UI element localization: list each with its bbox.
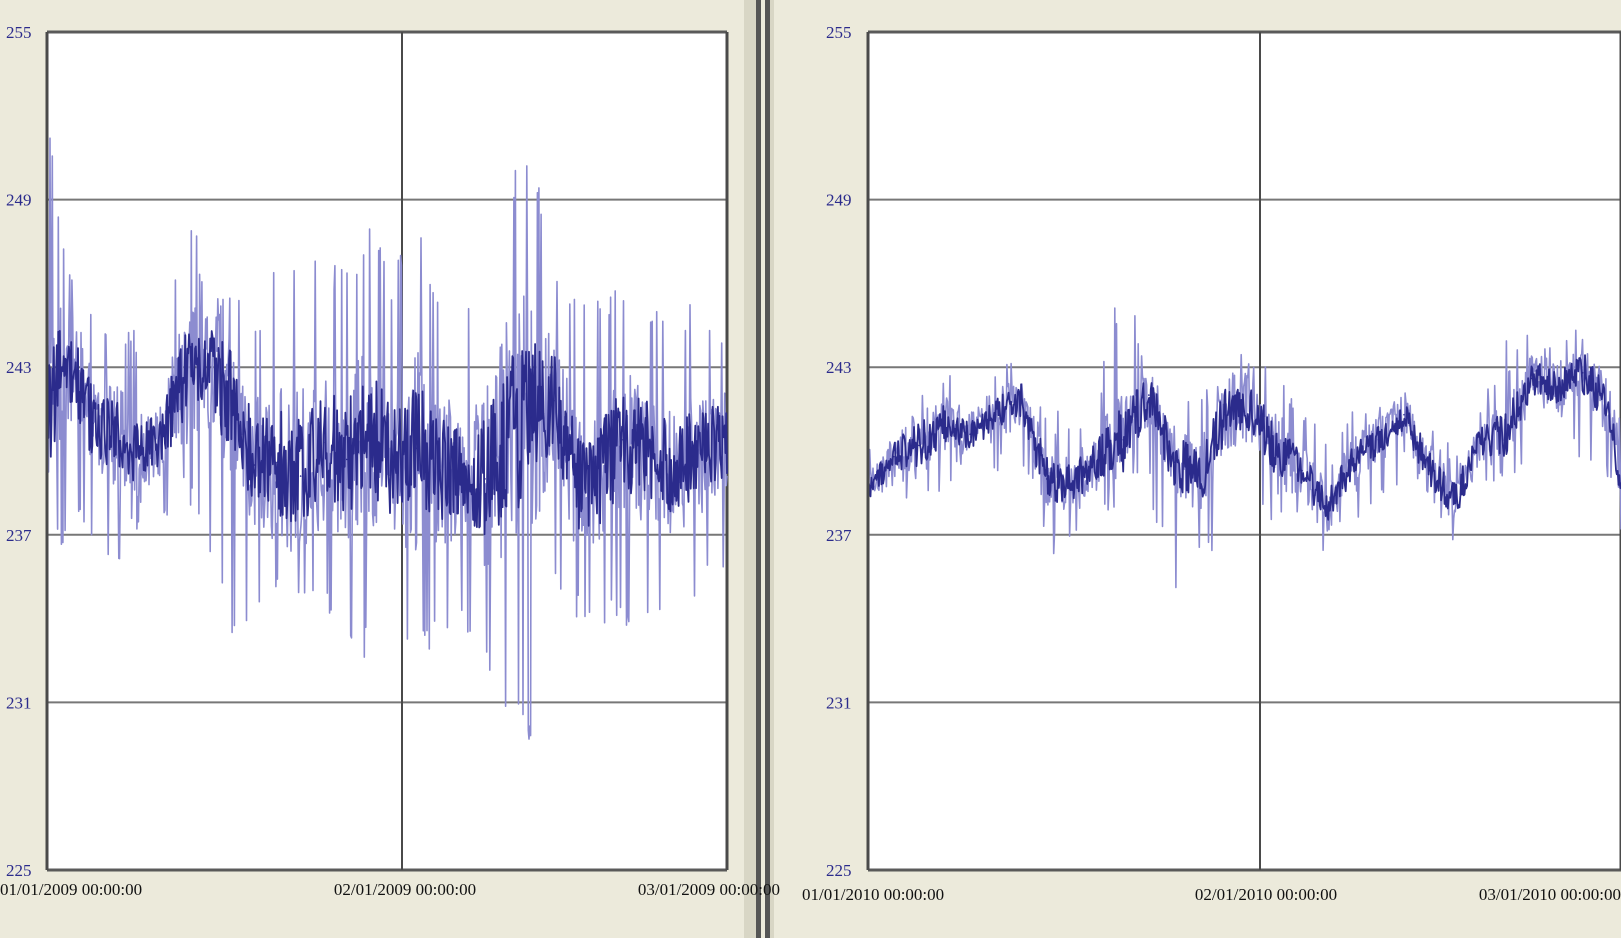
x-tick-label: 02/01/2010 00:00:00 [1195,885,1337,904]
x-tick-label: 03/01/2010 00:00:00 [1479,885,1621,904]
x-tick-label: 02/01/2009 00:00:00 [334,880,476,899]
data-point [892,455,895,458]
data-point [69,360,71,363]
data-point [1607,405,1609,408]
data-point [553,399,555,402]
data-point [714,441,717,444]
data-point [691,455,694,458]
data-point [322,441,325,444]
data-point [1505,433,1507,436]
data-point [918,444,920,447]
data-point [507,433,509,436]
data-point [438,469,440,472]
data-point [1326,506,1329,508]
chart-panel-2: 255 249 243 237 231 225 01/01/2010 00:00:00 02/… [802,23,1621,904]
pane-splitter-left[interactable] [744,0,757,938]
data-point [943,422,946,424]
data-point [92,422,94,424]
data-point [184,372,187,374]
data-point [1020,399,1022,402]
pane-splitter-right[interactable] [770,0,774,938]
data-point [668,467,671,469]
data-point [1224,413,1227,416]
data-point [1454,500,1456,503]
data-point [1275,450,1278,452]
data-point [1122,439,1125,441]
data-point [1530,377,1533,380]
data-point [1199,478,1201,480]
y-tick-label: 231 [6,693,32,712]
series-trace [46,330,728,536]
data-point [1581,372,1584,374]
data-point [1377,439,1380,441]
data-point [461,467,463,469]
data-point [622,439,625,441]
data-point [1173,461,1176,464]
data-point [115,433,117,436]
y-tick-label: 225 [826,861,852,880]
y-tick-label: 231 [826,693,852,712]
y-tick-label: 243 [6,358,32,377]
x-tick-label: 03/01/2009 00:00:00 [638,880,780,899]
y-tick-label: 255 [6,23,32,42]
x-tick-label: 01/01/2010 00:00:00 [802,885,944,904]
data-point [1250,405,1252,408]
data-point [576,480,578,483]
series-trace [867,354,1621,521]
y-tick-label: 237 [6,526,32,545]
data-point [415,447,417,450]
data-point [969,433,971,436]
x-tick-label: 01/01/2009 00:00:00 [0,880,142,899]
y-tick-label: 225 [6,861,32,880]
data-point [230,402,233,405]
y-tick-label: 255 [826,23,852,42]
data-point [1148,394,1150,396]
data-point [276,461,279,464]
data-point [207,366,210,369]
data-point [1556,386,1558,388]
data-point [1428,469,1431,472]
data-point [345,458,348,461]
y-tick-label: 243 [826,358,852,377]
pane-splitter-bar-2 [765,0,770,938]
data-point [392,461,394,464]
data-point [161,436,164,438]
plot-area [868,32,1621,870]
y-tick-label: 237 [826,526,852,545]
data-point [1096,458,1099,461]
data-point [530,416,532,419]
data-point [368,427,371,430]
data-point [1479,439,1482,441]
data-point [138,455,140,458]
data-point [1352,461,1354,464]
y-tick-label: 249 [826,191,852,210]
data-point [484,478,486,480]
data-point [1045,478,1048,480]
data-point [599,472,601,475]
data-point [299,475,302,477]
data-point [1403,413,1405,416]
data-point [253,464,256,466]
data-point [1301,469,1303,472]
pane-splitter-bar-1 [756,0,761,938]
data-point [994,413,997,416]
y-tick-label: 249 [6,191,32,210]
data-point [645,447,648,450]
data-point [1071,483,1073,486]
